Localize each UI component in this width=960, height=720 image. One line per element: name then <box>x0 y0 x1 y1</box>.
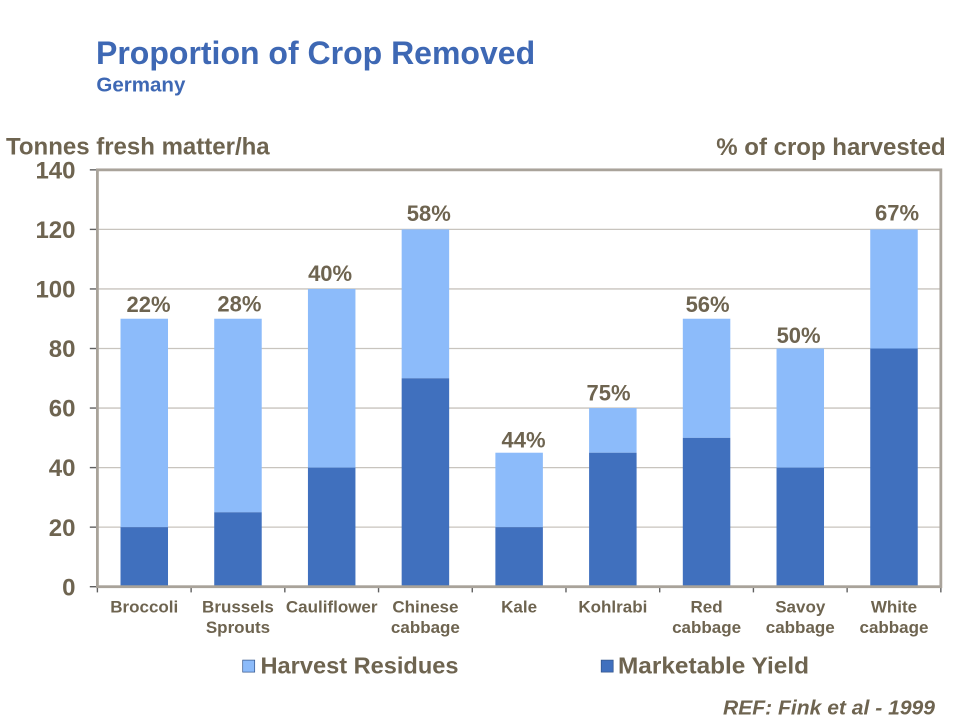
svg-text:Sprouts: Sprouts <box>206 618 270 637</box>
svg-text:REF: Fink et al - 1999: REF: Fink et al - 1999 <box>723 698 936 720</box>
svg-text:cabbage: cabbage <box>672 618 741 637</box>
svg-text:cabbage: cabbage <box>859 618 928 637</box>
svg-text:Savoy: Savoy <box>775 597 826 616</box>
svg-text:Chinese: Chinese <box>392 597 458 616</box>
svg-text:40: 40 <box>49 455 76 482</box>
svg-text:50%: 50% <box>777 323 821 348</box>
svg-text:0: 0 <box>62 574 75 601</box>
svg-text:Kohlrabi: Kohlrabi <box>578 597 647 616</box>
svg-text:60: 60 <box>49 396 76 423</box>
svg-text:Brussels: Brussels <box>202 597 274 616</box>
svg-text:67%: 67% <box>875 201 919 226</box>
svg-text:Tonnes fresh matter/ha: Tonnes fresh matter/ha <box>6 133 270 160</box>
svg-text:cabbage: cabbage <box>391 618 460 637</box>
svg-text:75%: 75% <box>586 381 630 406</box>
svg-text:White: White <box>871 597 917 616</box>
svg-text:Marketable Yield: Marketable Yield <box>618 653 809 679</box>
svg-text:140: 140 <box>35 157 75 184</box>
svg-text:80: 80 <box>49 336 76 363</box>
svg-text:Cauliflower: Cauliflower <box>286 597 378 616</box>
svg-text:44%: 44% <box>501 428 545 453</box>
svg-text:Germany: Germany <box>96 74 186 96</box>
svg-text:40%: 40% <box>308 261 352 286</box>
svg-text:Red: Red <box>690 597 722 616</box>
svg-text:Broccoli: Broccoli <box>110 597 178 616</box>
svg-text:Kale: Kale <box>501 597 537 616</box>
svg-text:cabbage: cabbage <box>766 618 835 637</box>
svg-text:56%: 56% <box>686 292 730 317</box>
svg-text:20: 20 <box>49 515 76 542</box>
svg-text:58%: 58% <box>407 201 451 226</box>
svg-text:Proportion of Crop Removed: Proportion of Crop Removed <box>96 35 535 71</box>
svg-text:22%: 22% <box>126 292 170 317</box>
svg-text:28%: 28% <box>217 291 261 316</box>
svg-text:100: 100 <box>35 277 75 304</box>
svg-text:120: 120 <box>35 217 75 244</box>
svg-text:% of crop harvested: % of crop harvested <box>716 134 945 161</box>
svg-text:Harvest Residues: Harvest Residues <box>261 653 459 679</box>
